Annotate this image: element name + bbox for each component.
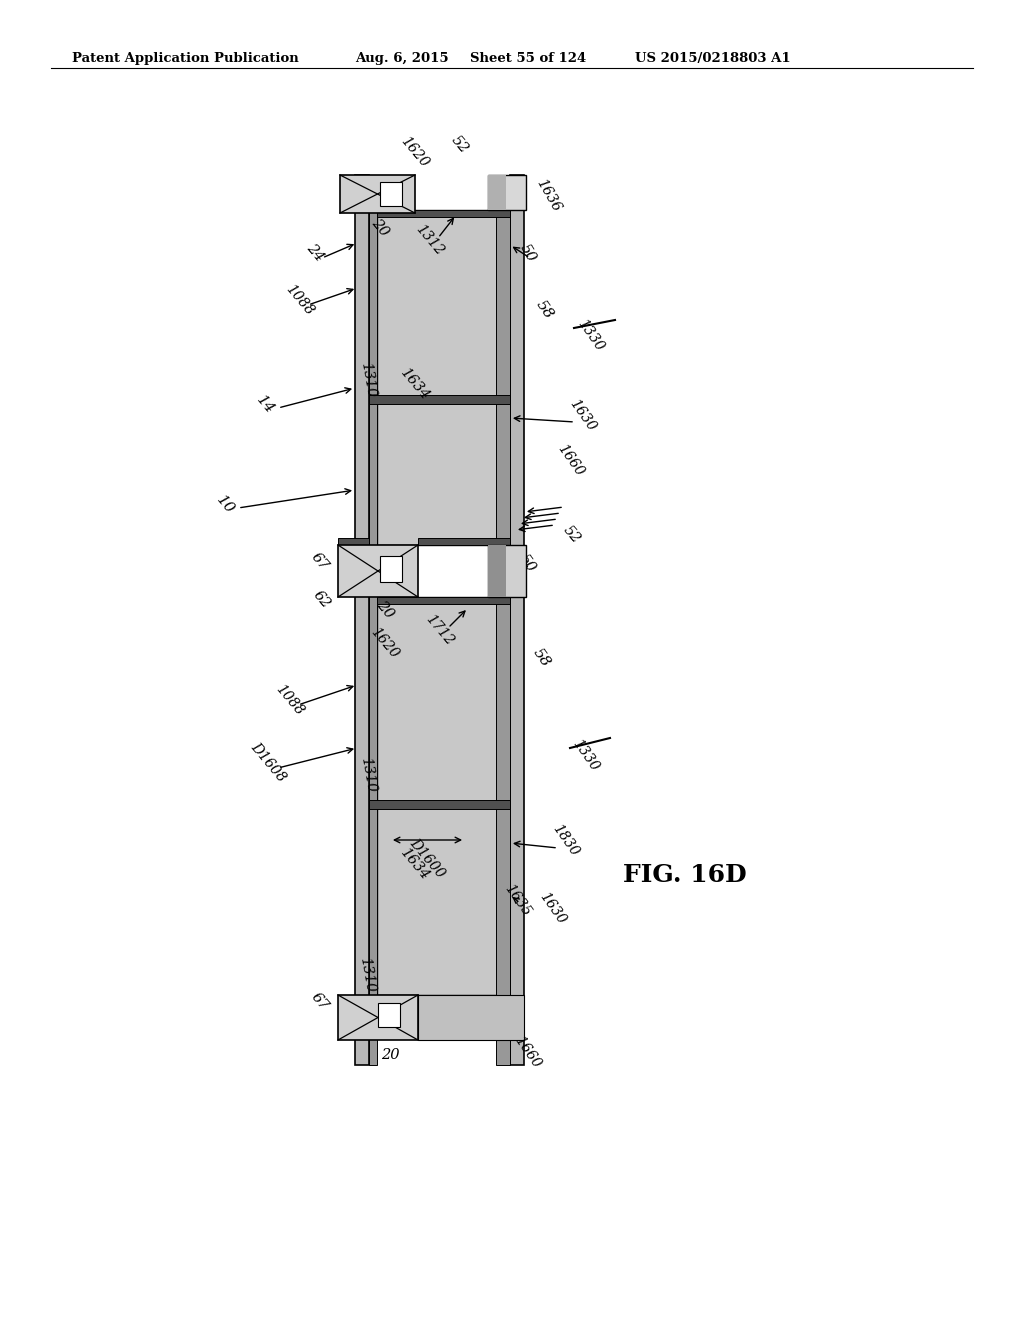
Text: D1608: D1608 — [248, 739, 289, 784]
Text: 10: 10 — [213, 494, 237, 517]
Bar — [418, 995, 524, 1040]
Bar — [338, 539, 369, 545]
Bar — [488, 176, 526, 210]
Text: 24: 24 — [304, 242, 327, 264]
Text: 52: 52 — [449, 133, 471, 157]
Text: 1635: 1635 — [501, 882, 532, 919]
Bar — [496, 176, 510, 1065]
Text: 1630: 1630 — [537, 890, 568, 927]
Text: 20: 20 — [381, 1048, 399, 1063]
Text: 1310: 1310 — [358, 756, 378, 793]
Bar — [488, 176, 506, 210]
Text: Patent Application Publication: Patent Application Publication — [72, 51, 299, 65]
Text: 1712: 1712 — [423, 612, 457, 648]
Text: 1330: 1330 — [569, 737, 601, 774]
Text: 1830: 1830 — [549, 821, 581, 858]
Text: 1634: 1634 — [397, 367, 432, 404]
Text: 20: 20 — [374, 598, 396, 622]
Text: 50: 50 — [516, 552, 538, 574]
Text: 1312: 1312 — [414, 222, 446, 259]
Text: D1600: D1600 — [407, 836, 447, 880]
Bar — [380, 556, 402, 582]
Bar — [488, 545, 506, 597]
Text: 58: 58 — [534, 298, 556, 322]
Bar — [338, 545, 418, 597]
Text: 1088: 1088 — [273, 682, 307, 718]
Text: 67: 67 — [308, 550, 332, 574]
Bar — [369, 800, 510, 809]
Text: 50: 50 — [517, 242, 539, 264]
Text: US 2015/0218803 A1: US 2015/0218803 A1 — [635, 51, 791, 65]
Bar — [377, 210, 510, 545]
Text: 1310: 1310 — [358, 362, 378, 399]
Text: 1088: 1088 — [284, 282, 316, 318]
Bar — [338, 995, 418, 1040]
Text: 1630: 1630 — [566, 396, 598, 433]
Text: 14: 14 — [253, 393, 276, 417]
Bar — [380, 182, 402, 206]
Text: 1636: 1636 — [534, 176, 563, 214]
Text: 1620: 1620 — [369, 624, 401, 661]
Text: 1310: 1310 — [357, 956, 377, 994]
Text: Aug. 6, 2015: Aug. 6, 2015 — [355, 51, 449, 65]
Bar — [369, 395, 510, 404]
Text: 62: 62 — [310, 589, 333, 611]
Bar — [355, 176, 369, 1065]
Bar — [377, 210, 510, 216]
Bar — [418, 539, 510, 545]
Bar — [377, 597, 510, 605]
Text: Sheet 55 of 124: Sheet 55 of 124 — [470, 51, 587, 65]
Bar — [340, 176, 415, 213]
Text: 1634: 1634 — [397, 846, 432, 883]
Text: 20: 20 — [369, 216, 391, 240]
Text: 1330: 1330 — [574, 317, 606, 354]
Text: 1660: 1660 — [554, 441, 586, 479]
Text: 58: 58 — [530, 645, 553, 671]
Bar — [488, 545, 526, 597]
Text: 1660: 1660 — [511, 1034, 543, 1071]
Bar — [510, 176, 524, 1065]
Bar — [378, 1003, 400, 1027]
Bar — [377, 597, 510, 995]
Text: 52: 52 — [561, 524, 584, 546]
Text: 67: 67 — [308, 990, 332, 1014]
Text: 1620: 1620 — [398, 133, 432, 170]
Bar — [369, 176, 377, 1065]
Text: FIG. 16D: FIG. 16D — [624, 863, 746, 887]
